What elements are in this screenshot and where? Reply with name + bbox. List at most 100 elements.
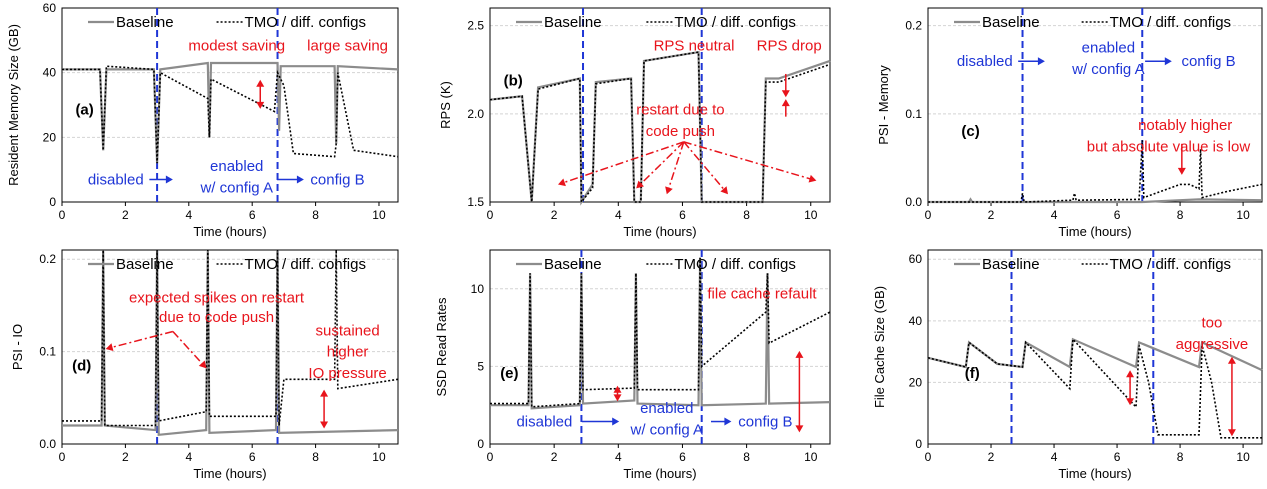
legend-label-baseline: Baseline bbox=[544, 14, 602, 31]
legend-label-tmo: TMO / diff. configs bbox=[1110, 14, 1231, 31]
annotation-blue: w/ config A bbox=[199, 179, 273, 196]
x-tick-label: 2 bbox=[122, 208, 129, 222]
annotation-blue: enabled bbox=[640, 400, 693, 417]
annotation-blue: config B bbox=[1181, 53, 1235, 70]
arrowhead-red bbox=[320, 421, 329, 429]
plot-frame bbox=[61, 249, 399, 445]
y-axis-label: RPS (K) bbox=[438, 81, 453, 129]
annotation-blue: disabled bbox=[957, 53, 1013, 70]
arrowhead-red bbox=[665, 186, 673, 195]
y-tick-label: 0.2 bbox=[39, 252, 56, 266]
arrowhead-red bbox=[105, 343, 114, 352]
x-tick-label: 0 bbox=[487, 208, 494, 222]
chart-panel-f: 0 20 40 60 0 2 4 6 8 10 Time (hours) File Cache Siz… bbox=[872, 249, 1263, 481]
arrowhead-red bbox=[1227, 429, 1236, 437]
annotation-arrow-red-dashdot bbox=[667, 141, 685, 189]
series-line-baseline bbox=[927, 337, 1263, 372]
arrowhead-red bbox=[781, 90, 790, 98]
y-tick-label: 0 bbox=[477, 437, 484, 451]
annotation-red: sustained bbox=[315, 322, 379, 339]
x-tick-label: 2 bbox=[988, 208, 995, 222]
x-tick-label: 0 bbox=[925, 450, 932, 464]
arrowhead-red bbox=[613, 394, 622, 402]
x-tick-label: 0 bbox=[59, 208, 66, 222]
x-axis-label: Time (hours) bbox=[193, 224, 266, 239]
annotation-red: file cache refault bbox=[707, 286, 817, 303]
y-tick-label: 0.0 bbox=[39, 437, 56, 451]
plot-frame bbox=[927, 7, 1263, 203]
panel-label: (e) bbox=[500, 365, 518, 382]
legend: Baseline TMO / diff. configs bbox=[954, 256, 1231, 273]
x-tick-label: 8 bbox=[743, 208, 750, 222]
x-axis-label: Time (hours) bbox=[1058, 466, 1131, 481]
annotation-red: RPS neutral bbox=[654, 38, 735, 55]
annotation-red: RPS drop bbox=[757, 38, 822, 55]
legend-label-tmo: TMO / diff. configs bbox=[1110, 256, 1231, 273]
plot-frame bbox=[489, 7, 831, 203]
annotation-arrow-red-dashdot bbox=[111, 330, 174, 349]
legend: Baseline TMO / diff. configs bbox=[516, 256, 796, 273]
x-tick-label: 2 bbox=[988, 450, 995, 464]
legend-label-tmo: TMO / diff. configs bbox=[674, 256, 795, 273]
series-line-tmo bbox=[62, 249, 399, 427]
y-axis-label: File Cache Size (GB) bbox=[872, 286, 887, 408]
x-tick-label: 4 bbox=[1051, 208, 1058, 222]
legend: Baseline TMO / diff. configs bbox=[954, 14, 1231, 31]
arrowhead-red bbox=[720, 186, 728, 195]
panel-label: (b) bbox=[504, 73, 523, 90]
plot-frame bbox=[927, 249, 1263, 445]
x-tick-label: 8 bbox=[1177, 208, 1184, 222]
annotation-blue: w/ config A bbox=[1071, 61, 1145, 78]
annotation-arrow-red-dashdot bbox=[563, 141, 685, 184]
x-tick-label: 10 bbox=[372, 208, 386, 222]
series-line-tmo bbox=[490, 257, 831, 408]
x-tick-label: 10 bbox=[1236, 450, 1250, 464]
arrowhead-red bbox=[256, 101, 265, 109]
x-tick-label: 4 bbox=[1051, 450, 1058, 464]
arrowhead-red bbox=[781, 99, 790, 107]
x-tick-label: 6 bbox=[679, 208, 686, 222]
annotation-red: higher bbox=[327, 344, 369, 361]
annotation-red: large saving bbox=[307, 38, 388, 55]
series-line-tmo bbox=[489, 51, 831, 205]
arrowhead-red bbox=[320, 389, 329, 397]
x-tick-label: 4 bbox=[185, 450, 192, 464]
arrowhead-red bbox=[256, 79, 265, 87]
chart-panel-d: 0.0 0.1 0.2 0 2 4 6 8 10 Time (hours) PSI - IO Base… bbox=[10, 249, 399, 481]
y-axis-label: SSD Read Rates bbox=[434, 297, 449, 396]
x-tick-label: 4 bbox=[185, 208, 192, 222]
arrowhead-blue bbox=[1037, 57, 1045, 66]
arrowhead-red bbox=[795, 425, 804, 433]
x-tick-label: 8 bbox=[312, 208, 319, 222]
x-axis-label: Time (hours) bbox=[193, 466, 266, 481]
arrowhead-red bbox=[636, 180, 645, 189]
x-tick-label: 0 bbox=[487, 450, 494, 464]
series-line-baseline bbox=[928, 197, 1263, 204]
arrowhead-red bbox=[795, 350, 804, 358]
chart-panel-b: 1.5 2.0 2.5 0 2 4 6 8 10 Time (hours) RPS (K) Basel… bbox=[438, 7, 831, 239]
panel-label: (f) bbox=[965, 365, 980, 382]
annotation-blue: config B bbox=[738, 414, 792, 431]
legend-label-baseline: Baseline bbox=[116, 256, 174, 273]
x-tick-label: 6 bbox=[249, 450, 256, 464]
annotation-red: expected spikes on restart bbox=[129, 289, 305, 306]
chart-panel-c: 0.0 0.1 0.2 0 2 4 6 8 10 Time (hours) PSI - Memory… bbox=[876, 7, 1263, 239]
y-tick-label: 60 bbox=[909, 252, 923, 266]
legend: Baseline TMO / diff. configs bbox=[88, 14, 366, 31]
legend-label-tmo: TMO / diff. configs bbox=[674, 14, 795, 31]
annotation-blue: enabled bbox=[1082, 40, 1135, 57]
x-tick-label: 2 bbox=[551, 208, 558, 222]
y-tick-label: 2.5 bbox=[467, 19, 484, 33]
arrowhead-red bbox=[558, 178, 566, 187]
arrowhead-blue bbox=[296, 175, 304, 184]
y-tick-label: 10 bbox=[471, 282, 485, 296]
y-tick-label: 0.1 bbox=[39, 345, 56, 359]
annotation-arrow-red-dashdot bbox=[683, 141, 725, 191]
x-tick-label: 10 bbox=[804, 208, 818, 222]
y-tick-label: 5 bbox=[477, 359, 484, 373]
annotation-red: restart due to bbox=[636, 102, 724, 119]
series-line-tmo bbox=[927, 337, 1262, 439]
chart-panel-e: 0 5 10 0 2 4 6 8 10 Time (hours) SSD Read Rates Bas… bbox=[434, 249, 831, 481]
panel-label: (c) bbox=[961, 123, 979, 140]
arrowhead-blue bbox=[1164, 57, 1172, 66]
